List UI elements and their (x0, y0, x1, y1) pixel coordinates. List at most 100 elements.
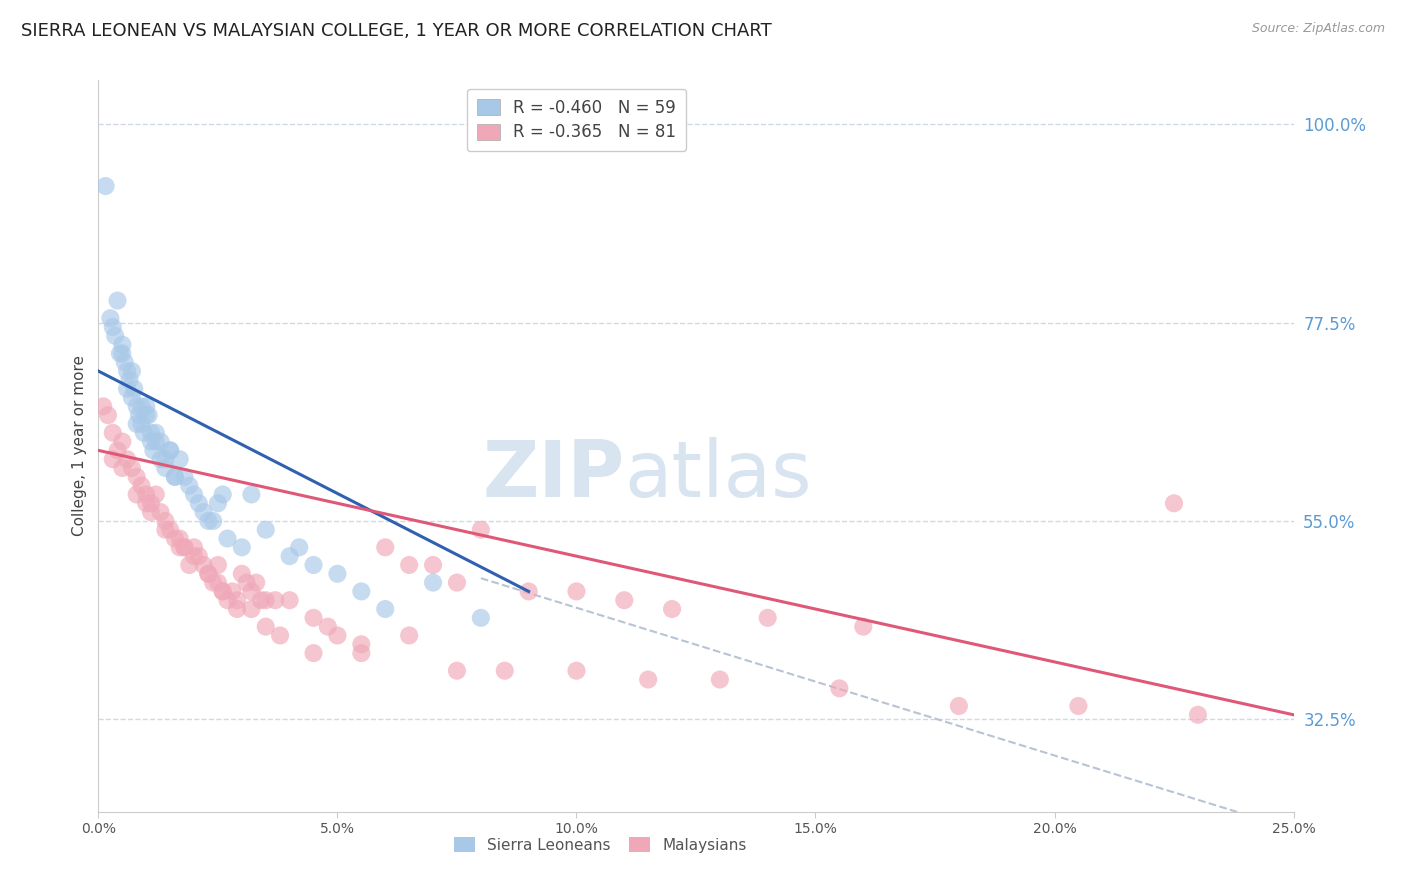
Point (197, 566, 219, 581)
Point (125, 487, 148, 501)
Point (254, 523, 277, 537)
Point (245, 575, 267, 590)
Point (183, 549, 205, 563)
Point (139, 496, 162, 510)
Point (470, 611, 492, 625)
Point (91, 400, 114, 414)
Point (374, 602, 396, 616)
Text: SIERRA LEONEAN VS MALAYSIAN COLLEGE, 1 YEAR OR MORE CORRELATION CHART: SIERRA LEONEAN VS MALAYSIAN COLLEGE, 1 Y… (21, 22, 772, 40)
Point (163, 532, 186, 546)
Point (183, 487, 205, 501)
Point (565, 664, 588, 678)
Point (231, 541, 253, 555)
Point (948, 698, 970, 713)
Point (565, 584, 588, 599)
Point (661, 602, 683, 616)
Point (173, 470, 195, 484)
Point (139, 505, 162, 519)
Point (517, 584, 540, 599)
Point (163, 470, 186, 484)
Point (111, 337, 134, 351)
Point (197, 566, 219, 581)
Point (446, 664, 468, 678)
Point (159, 443, 181, 458)
Point (149, 434, 172, 449)
Point (173, 541, 195, 555)
Point (269, 628, 291, 642)
Point (135, 408, 157, 422)
Point (226, 602, 249, 616)
Point (114, 355, 136, 369)
Point (179, 558, 201, 572)
Point (193, 558, 215, 572)
Point (326, 566, 349, 581)
Legend: Sierra Leoneans, Malaysians: Sierra Leoneans, Malaysians (447, 831, 754, 859)
Point (138, 408, 160, 422)
Point (302, 558, 325, 572)
Point (231, 566, 253, 581)
Point (155, 523, 177, 537)
Point (470, 523, 492, 537)
Point (115, 382, 138, 396)
Point (828, 681, 851, 696)
Point (155, 514, 177, 528)
Point (221, 584, 243, 599)
Text: Source: ZipAtlas.com: Source: ZipAtlas.com (1251, 22, 1385, 36)
Point (446, 575, 468, 590)
Point (756, 611, 779, 625)
Point (350, 637, 373, 651)
Point (187, 496, 209, 510)
Point (131, 400, 153, 414)
Point (187, 549, 209, 563)
Point (169, 541, 191, 555)
Point (179, 478, 201, 492)
Point (1067, 698, 1090, 713)
Point (709, 673, 731, 687)
Point (422, 575, 444, 590)
Point (155, 452, 177, 467)
Point (115, 364, 138, 378)
Point (98, 311, 122, 326)
Point (240, 487, 263, 501)
Point (374, 541, 396, 555)
Point (302, 646, 325, 660)
Point (135, 487, 157, 501)
Point (101, 425, 124, 440)
Point (121, 461, 143, 475)
Point (169, 452, 191, 467)
Point (302, 611, 325, 625)
Point (101, 320, 124, 334)
Point (278, 593, 301, 607)
Point (288, 541, 311, 555)
Point (111, 461, 134, 475)
Point (159, 443, 181, 458)
Point (132, 425, 155, 440)
Point (217, 593, 239, 607)
Point (104, 329, 127, 343)
Point (128, 408, 150, 422)
Point (202, 575, 225, 590)
Point (139, 425, 162, 440)
Point (125, 400, 148, 414)
Point (1163, 496, 1185, 510)
Point (494, 664, 516, 678)
Point (107, 443, 129, 458)
Point (121, 391, 143, 405)
Point (211, 584, 233, 599)
Point (159, 523, 181, 537)
Point (124, 382, 146, 396)
Point (422, 558, 444, 572)
Point (207, 558, 229, 572)
Point (226, 593, 249, 607)
Point (163, 470, 186, 484)
Point (135, 400, 157, 414)
Point (278, 549, 301, 563)
Point (97, 408, 120, 422)
Point (254, 620, 277, 634)
Point (183, 541, 205, 555)
Point (197, 514, 219, 528)
Point (142, 443, 165, 458)
Point (101, 452, 124, 467)
Point (207, 496, 229, 510)
Point (111, 346, 134, 360)
